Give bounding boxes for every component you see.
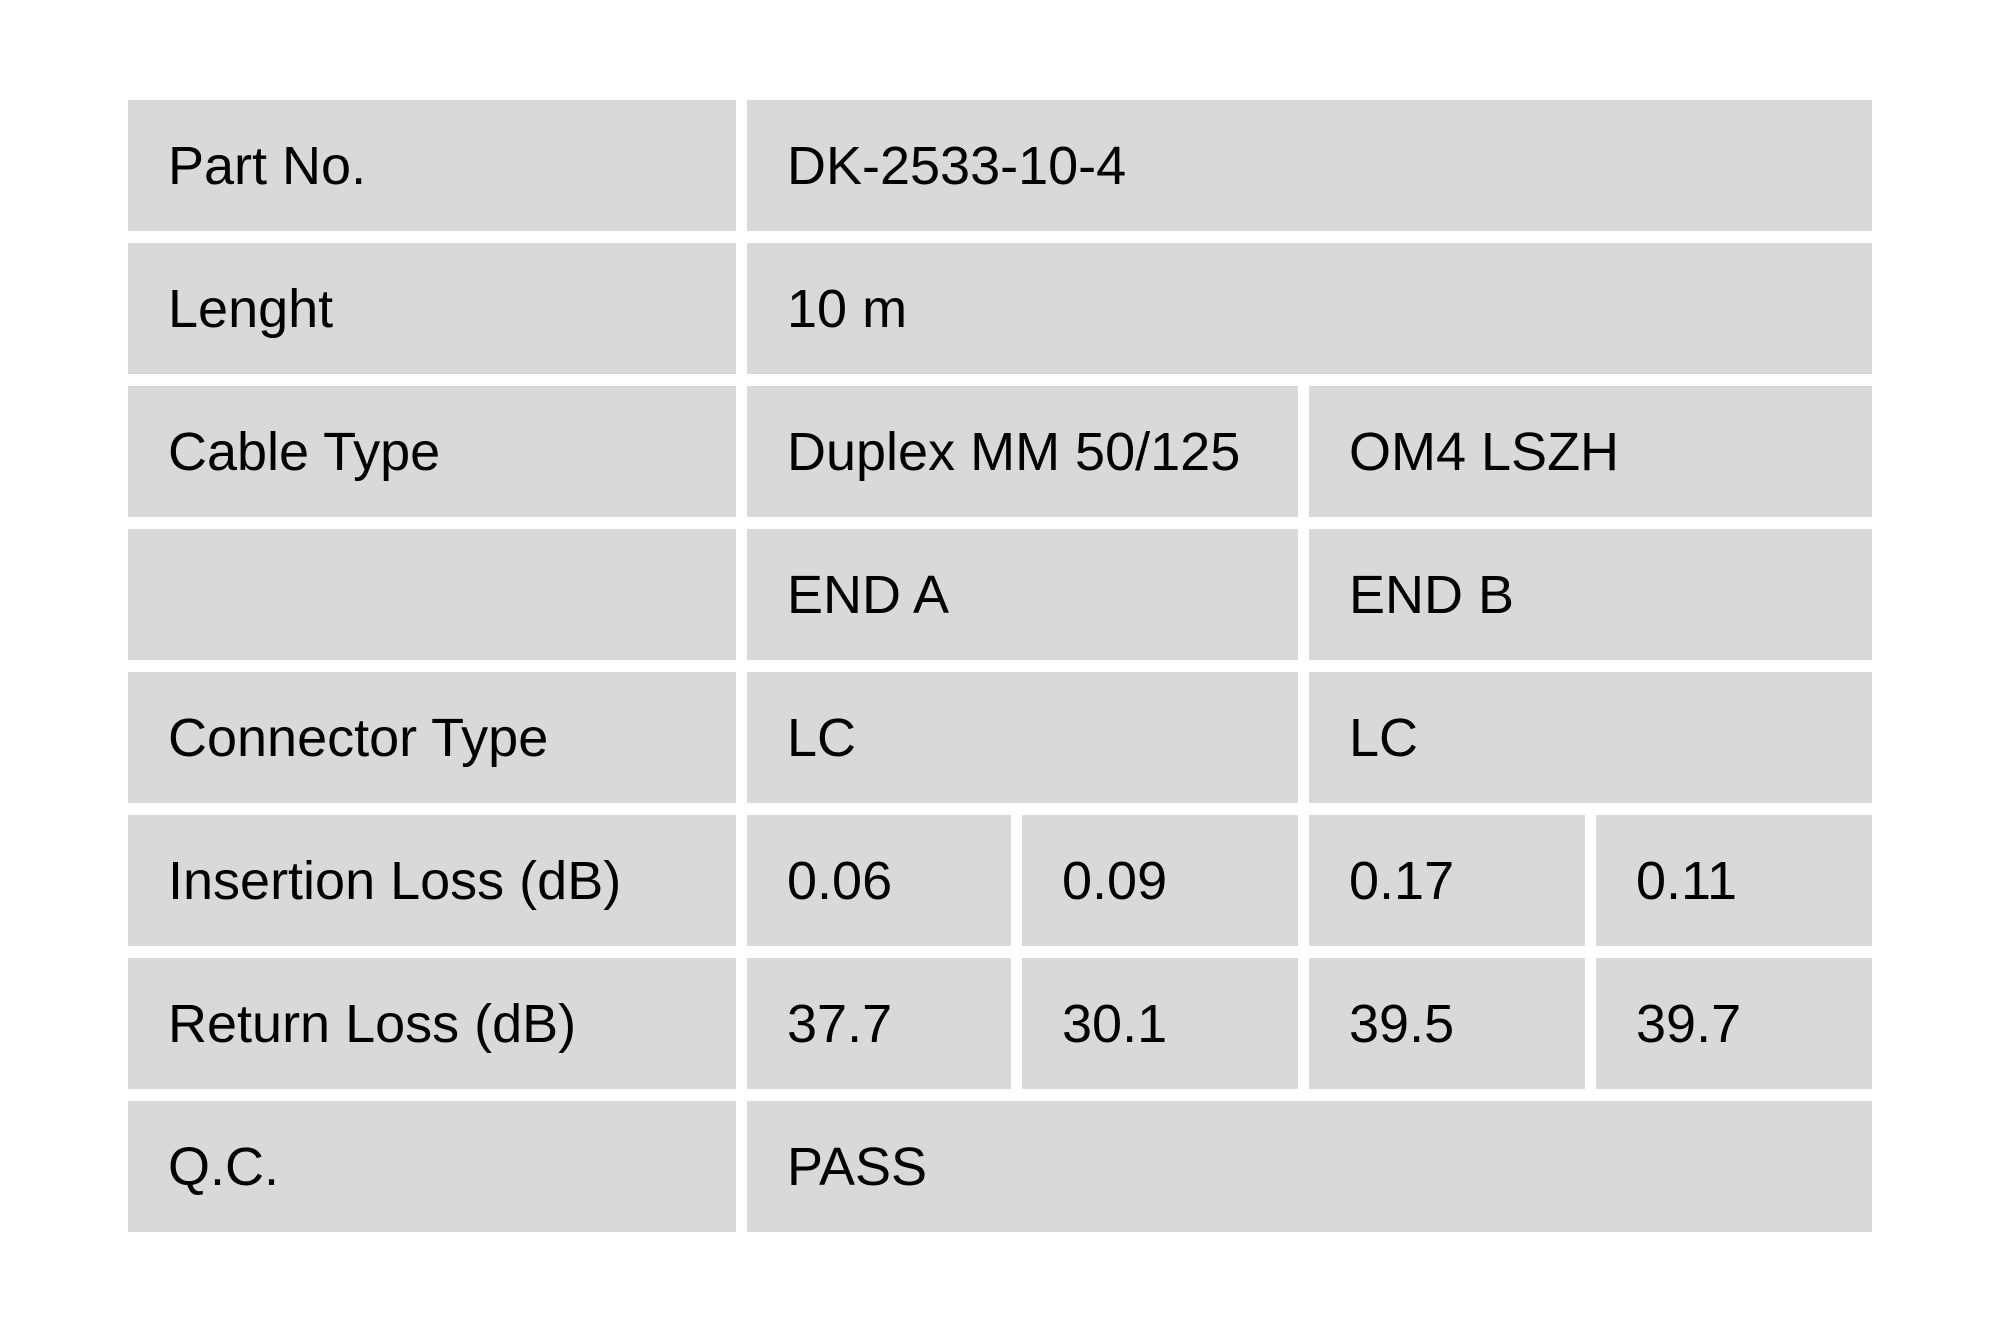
return-loss-end-a-fiber2-cell: 30.1 [1022,958,1298,1089]
cable-type-value-b-cell: OM4 LSZH [1309,386,1872,517]
insertion-loss-end-a-fiber2-cell: 0.09 [1022,815,1298,946]
ends-empty-label-cell [128,529,736,660]
return-loss-end-a-fiber1-cell: 37.7 [747,958,1011,1089]
connector-type-end-a-cell: LC [747,672,1298,803]
connector-type-end-b-cell: LC [1309,672,1872,803]
part-no-value-cell: DK-2533-10-4 [747,100,1872,231]
return-loss-label-cell: Return Loss (dB) [128,958,736,1089]
connector-type-label-cell: Connector Type [128,672,736,803]
part-no-label-cell: Part No. [128,100,736,231]
cable-type-label-cell: Cable Type [128,386,736,517]
length-value-cell: 10 m [747,243,1872,374]
end-a-header-cell: END A [747,529,1298,660]
spec-table: Part No. DK-2533-10-4 Lenght 10 m Cable … [128,100,1872,1232]
insertion-loss-end-a-fiber1-cell: 0.06 [747,815,1011,946]
cable-type-value-a-cell: Duplex MM 50/125 [747,386,1298,517]
insertion-loss-label-cell: Insertion Loss (dB) [128,815,736,946]
insertion-loss-end-b-fiber2-cell: 0.11 [1596,815,1872,946]
qc-result-cell: PASS [747,1101,1872,1232]
qc-label-cell: Q.C. [128,1101,736,1232]
end-b-header-cell: END B [1309,529,1872,660]
length-label-cell: Lenght [128,243,736,374]
return-loss-end-b-fiber2-cell: 39.7 [1596,958,1872,1089]
insertion-loss-end-b-fiber1-cell: 0.17 [1309,815,1585,946]
return-loss-end-b-fiber1-cell: 39.5 [1309,958,1585,1089]
